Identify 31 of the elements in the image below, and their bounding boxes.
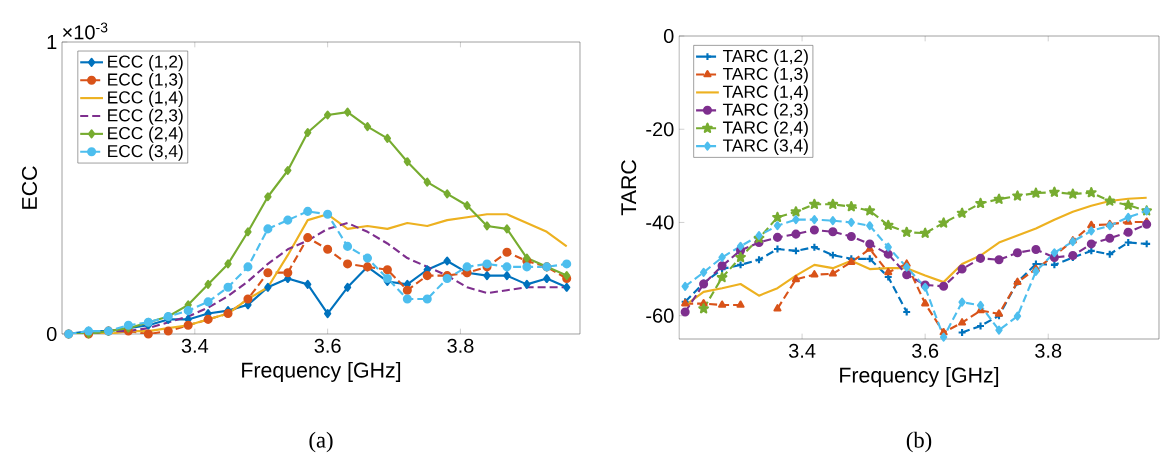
y-tick-label: 1 <box>47 35 57 49</box>
legend-label: TARC (1,3) <box>722 67 808 84</box>
legend-label: ECC (3,4) <box>108 144 183 161</box>
x-axis-title: Frequency [GHz] <box>242 362 401 382</box>
x-tick-label: 3.4 <box>788 343 816 358</box>
y-tick-label: 0 <box>663 28 674 44</box>
legend-label: ECC (2,3) <box>108 108 183 125</box>
text: ×10$^{-3}$ <box>62 22 108 40</box>
legend-label: TARC (2,3) <box>722 103 808 120</box>
legend-label: ECC (2,4) <box>108 126 183 143</box>
text: (a) <box>309 431 333 453</box>
legend-label: ECC (1,3) <box>108 72 183 90</box>
y-axis-title: ECC <box>21 166 38 209</box>
text: (b) <box>906 431 932 453</box>
legend-label: TARC (1,2) <box>722 49 808 66</box>
x-tick-label: 3.8 <box>447 338 474 353</box>
x-tick-label: 3.6 <box>912 343 939 358</box>
legend-label: ECC (1,2) <box>108 55 183 72</box>
x-tick-label: 3.4 <box>181 338 209 353</box>
y-tick-label: -40 <box>646 215 674 230</box>
x-axis-title: Frequency [GHz] <box>840 367 999 387</box>
legend-label: ECC (1,4) <box>108 90 183 107</box>
legend-label: TARC (2,4) <box>722 120 808 138</box>
x-tick-label: 3.6 <box>314 338 341 353</box>
y-tick-label: 0 <box>46 326 57 342</box>
y-tick-label: -60 <box>646 308 674 323</box>
x-tick-label: 3.8 <box>1035 343 1062 358</box>
legend-label: TARC (1,4) <box>722 85 808 102</box>
legend-label: TARC (3,4) <box>722 138 808 155</box>
y-tick-label: -20 <box>646 122 674 137</box>
y-axis-title: TARC <box>621 160 637 216</box>
